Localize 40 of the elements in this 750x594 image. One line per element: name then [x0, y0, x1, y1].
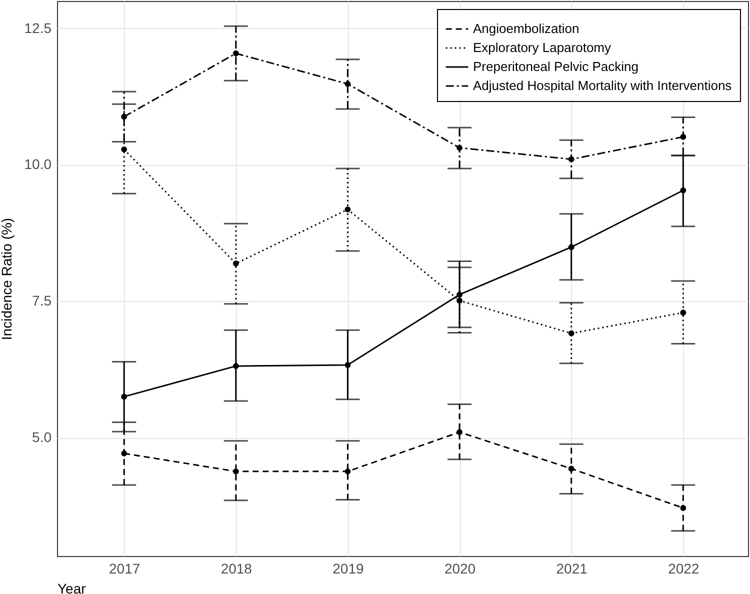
x-tick-label: 2019	[332, 560, 364, 576]
point	[680, 505, 686, 511]
y-tick-label: 12.5	[24, 20, 52, 36]
x-tick-label: 2018	[220, 560, 252, 576]
point	[121, 450, 128, 456]
y-tick-label: 7.5	[32, 292, 52, 309]
point	[232, 468, 239, 474]
legend-label: Preperitoneal Pelvic Packing	[473, 59, 638, 74]
point	[456, 144, 462, 151]
point	[344, 206, 351, 212]
y-tick-label: 10.0	[24, 156, 52, 172]
point	[344, 362, 351, 368]
point	[344, 468, 351, 474]
point	[121, 394, 128, 400]
legend-label: Exploratory Laparotomy	[473, 40, 612, 55]
point	[568, 466, 574, 472]
point	[568, 244, 574, 250]
y-axis-title: Incidence Ratio (%)	[0, 218, 14, 340]
point	[568, 156, 574, 162]
x-axis-title: Year	[58, 580, 86, 594]
x-tick-label: 2020	[444, 560, 476, 576]
point	[456, 429, 462, 436]
point	[680, 310, 686, 316]
legend-label: Adjusted Hospital Mortality with Interventions	[473, 78, 732, 93]
y-tick-label: 5.0	[32, 429, 52, 446]
point	[232, 260, 239, 266]
x-tick-label: 2021	[556, 560, 588, 576]
point	[568, 330, 574, 336]
point	[232, 363, 239, 370]
point	[456, 292, 462, 298]
point	[344, 81, 351, 87]
point	[232, 50, 239, 56]
x-tick-label: 2022	[668, 560, 700, 576]
point	[456, 298, 462, 304]
point	[680, 187, 686, 194]
x-tick-label: 2017	[109, 560, 140, 576]
point	[121, 146, 128, 152]
legend-label: Angioembolization	[473, 21, 580, 36]
point	[121, 114, 128, 120]
point	[680, 134, 686, 140]
